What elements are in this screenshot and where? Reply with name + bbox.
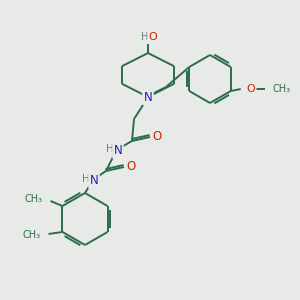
Text: CH₃: CH₃ — [24, 194, 43, 204]
Text: H: H — [141, 32, 149, 42]
Text: N: N — [114, 145, 122, 158]
Text: N: N — [90, 175, 98, 188]
Text: CH₃: CH₃ — [22, 230, 40, 240]
Text: O: O — [152, 130, 162, 143]
Text: H: H — [82, 174, 90, 184]
Text: N: N — [144, 91, 152, 104]
Text: O: O — [246, 84, 255, 94]
Text: H: H — [106, 144, 114, 154]
Text: O: O — [148, 32, 158, 42]
Text: O: O — [126, 160, 136, 173]
Text: CH₃: CH₃ — [273, 84, 291, 94]
